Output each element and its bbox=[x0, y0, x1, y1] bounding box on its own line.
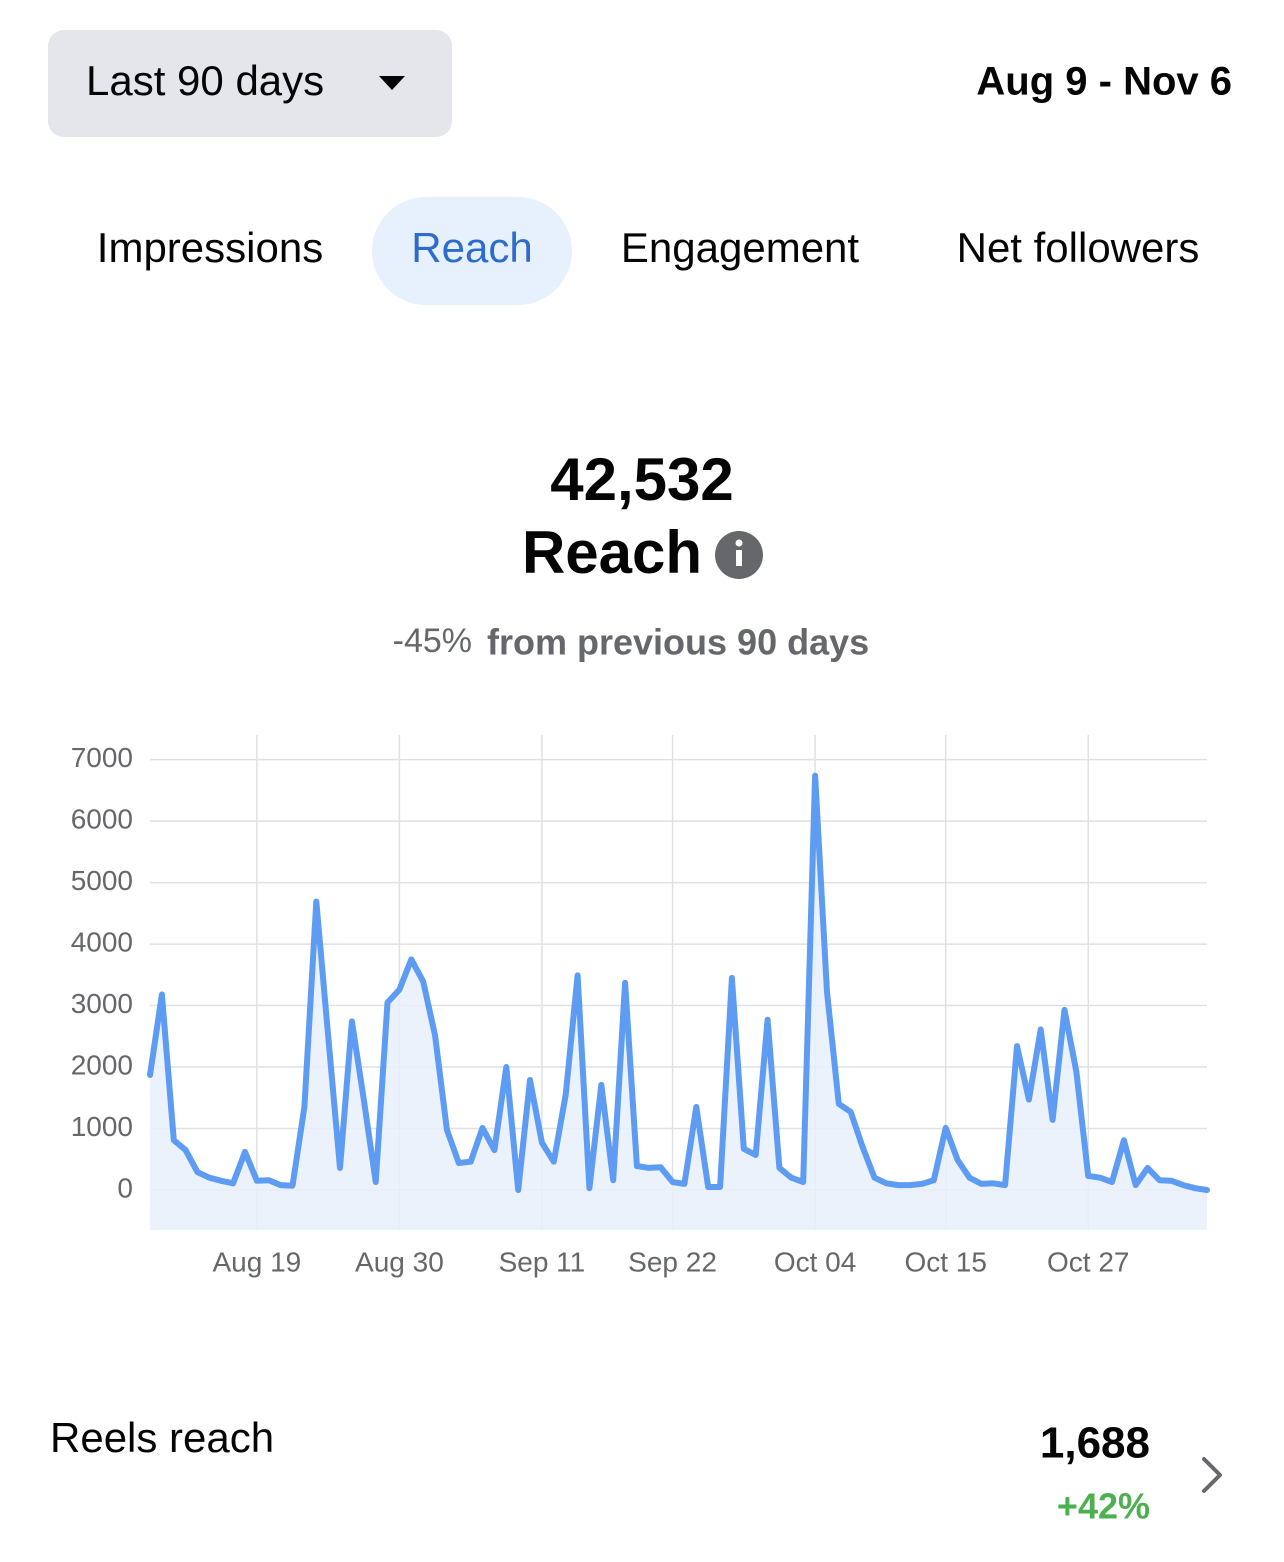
y-tick-label: 7000 bbox=[71, 742, 133, 773]
y-tick-label: 4000 bbox=[71, 926, 133, 957]
y-tick-label: 0 bbox=[117, 1172, 133, 1203]
dropdown-caret bbox=[379, 76, 405, 90]
tab-label: Reach bbox=[411, 224, 532, 271]
x-tick-label: Aug 19 bbox=[213, 1246, 302, 1277]
y-tick-label: 3000 bbox=[71, 988, 133, 1019]
x-tick-label: Oct 27 bbox=[1047, 1246, 1129, 1277]
change-percent: -45% bbox=[393, 622, 472, 660]
tab[interactable]: Reach bbox=[372, 197, 572, 305]
reels-label: Reels reach bbox=[50, 1414, 274, 1461]
x-tick-label: Aug 30 bbox=[355, 1246, 444, 1277]
x-tick-label: Sep 11 bbox=[499, 1246, 586, 1277]
area-fill bbox=[150, 775, 1207, 1230]
tab-label: Impressions bbox=[97, 224, 323, 271]
change-text: from previous 90 days bbox=[487, 622, 869, 663]
tab[interactable]: Net followers bbox=[957, 224, 1200, 271]
y-tick-label: 6000 bbox=[71, 803, 133, 834]
period-button[interactable] bbox=[48, 30, 452, 137]
tab-label: Net followers bbox=[957, 224, 1200, 271]
tab-highlight bbox=[372, 197, 572, 305]
x-tick-label: Oct 15 bbox=[904, 1246, 986, 1277]
metric-label: Reach bbox=[522, 519, 702, 586]
total-value: 42,532 bbox=[550, 446, 734, 513]
line bbox=[147, 772, 1210, 1193]
y-tick-label: 1000 bbox=[71, 1111, 133, 1142]
period-label: Last 90 days bbox=[86, 57, 324, 104]
chevron[interactable] bbox=[1202, 1457, 1222, 1493]
tab[interactable]: Engagement bbox=[621, 224, 860, 271]
tab-bar: Impressions Reach Engagement Net followers bbox=[97, 197, 1200, 305]
info-stem bbox=[736, 550, 742, 566]
y-tick-label: 2000 bbox=[71, 1049, 133, 1080]
info-icon[interactable] bbox=[715, 531, 763, 579]
date-range: Aug 9 - Nov 6 bbox=[976, 60, 1232, 104]
x-tick-label: Oct 04 bbox=[774, 1246, 856, 1277]
reach-chart: 0 1000 2000 3000 4000 5000 6000 7000 Aug 19 Aug 3… bbox=[71, 735, 1210, 1277]
y-tick-label: 5000 bbox=[71, 865, 133, 896]
info-dot bbox=[735, 539, 743, 547]
tab[interactable]: Impressions bbox=[97, 224, 323, 271]
tab-label: Engagement bbox=[621, 224, 860, 271]
reels-change: +42% bbox=[1057, 1486, 1150, 1527]
x-tick-label: Sep 22 bbox=[628, 1246, 717, 1277]
reels-value: 1,688 bbox=[1040, 1419, 1150, 1468]
